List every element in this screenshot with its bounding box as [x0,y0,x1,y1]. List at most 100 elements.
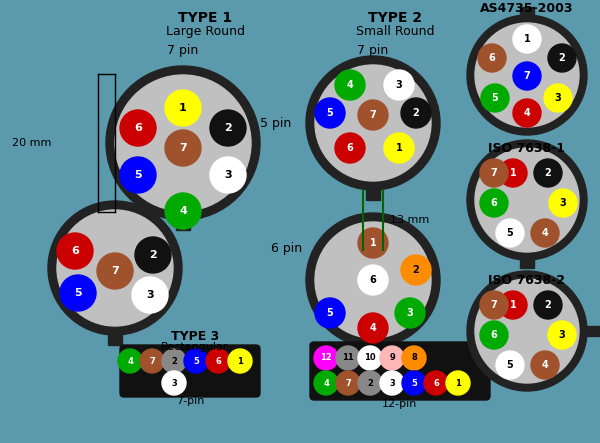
Circle shape [534,291,562,319]
Circle shape [315,65,431,181]
Text: 4: 4 [323,378,329,388]
Circle shape [446,371,470,395]
Text: 3: 3 [407,308,413,318]
Text: Rectangular: Rectangular [161,342,229,352]
Circle shape [384,133,414,163]
Text: 2: 2 [171,357,177,365]
Text: 6: 6 [215,357,221,365]
Text: 7 pin: 7 pin [358,43,389,57]
Text: 3: 3 [171,378,177,388]
Circle shape [402,346,426,370]
Text: 7: 7 [491,300,497,310]
Text: 3: 3 [560,198,566,208]
Circle shape [132,277,168,313]
Text: 2: 2 [367,378,373,388]
Text: 3: 3 [389,378,395,388]
Text: 4: 4 [542,360,548,370]
Text: 3: 3 [224,170,232,180]
Text: 2: 2 [149,250,157,260]
Text: 1: 1 [179,103,187,113]
Text: 6: 6 [71,246,79,256]
FancyBboxPatch shape [120,345,260,397]
Text: AS4735-2003: AS4735-2003 [480,1,574,15]
Text: 7: 7 [149,357,155,365]
Text: 12: 12 [320,354,332,362]
Circle shape [120,110,156,146]
Text: ISO 7638-1: ISO 7638-1 [488,141,566,155]
Circle shape [210,110,246,146]
Text: 2: 2 [545,168,551,178]
Circle shape [384,70,414,100]
Circle shape [534,159,562,187]
Circle shape [544,84,572,112]
Circle shape [336,346,360,370]
Text: 8: 8 [411,354,417,362]
Circle shape [380,346,404,370]
Circle shape [467,140,587,260]
Circle shape [358,371,382,395]
Text: 7: 7 [345,378,351,388]
Circle shape [467,15,587,135]
Bar [108,333,122,345]
Text: TYPE 1: TYPE 1 [178,11,232,25]
Text: 5: 5 [74,288,82,298]
Text: 12-pin: 12-pin [382,399,418,409]
Circle shape [120,157,156,193]
Circle shape [228,349,252,373]
Text: 7: 7 [111,266,119,276]
Circle shape [335,133,365,163]
Circle shape [162,371,186,395]
Circle shape [401,255,431,285]
Circle shape [513,99,541,127]
Circle shape [475,279,579,383]
Text: 4: 4 [524,108,530,118]
Circle shape [481,84,509,112]
Bar [520,7,534,17]
Text: 6: 6 [370,275,376,285]
Text: Large Round: Large Round [166,24,245,38]
Circle shape [165,193,201,229]
Circle shape [499,291,527,319]
Circle shape [395,298,425,328]
Text: 4: 4 [347,80,353,90]
Text: 2: 2 [559,53,565,63]
Circle shape [57,210,173,326]
Text: 5: 5 [134,170,142,180]
Text: 5: 5 [411,378,417,388]
Text: ISO 7638-2: ISO 7638-2 [488,273,566,287]
Text: 11: 11 [342,354,354,362]
Text: 7: 7 [491,168,497,178]
Circle shape [206,349,230,373]
Circle shape [140,349,164,373]
Text: 4: 4 [370,323,376,333]
Circle shape [475,23,579,127]
Text: 6: 6 [347,143,353,153]
Text: 1: 1 [237,357,243,365]
Text: 5: 5 [491,93,499,103]
Circle shape [314,371,338,395]
Circle shape [475,148,579,252]
Circle shape [162,349,186,373]
Circle shape [335,70,365,100]
Text: 6: 6 [433,378,439,388]
Circle shape [48,201,182,335]
Circle shape [60,275,96,311]
Circle shape [97,253,133,289]
Text: 20 mm: 20 mm [12,138,52,148]
Bar [366,188,380,200]
Circle shape [513,62,541,90]
Text: 1: 1 [395,143,403,153]
Text: 3: 3 [395,80,403,90]
Text: 3: 3 [146,290,154,300]
Text: 7: 7 [179,143,187,153]
Circle shape [380,371,404,395]
Text: TYPE 3: TYPE 3 [171,330,219,342]
Text: 1: 1 [455,378,461,388]
Text: 2: 2 [413,108,419,118]
Text: 6 pin: 6 pin [271,241,302,254]
Circle shape [358,265,388,295]
Circle shape [424,371,448,395]
Circle shape [478,44,506,72]
Text: 7: 7 [524,71,530,81]
Circle shape [531,219,559,247]
